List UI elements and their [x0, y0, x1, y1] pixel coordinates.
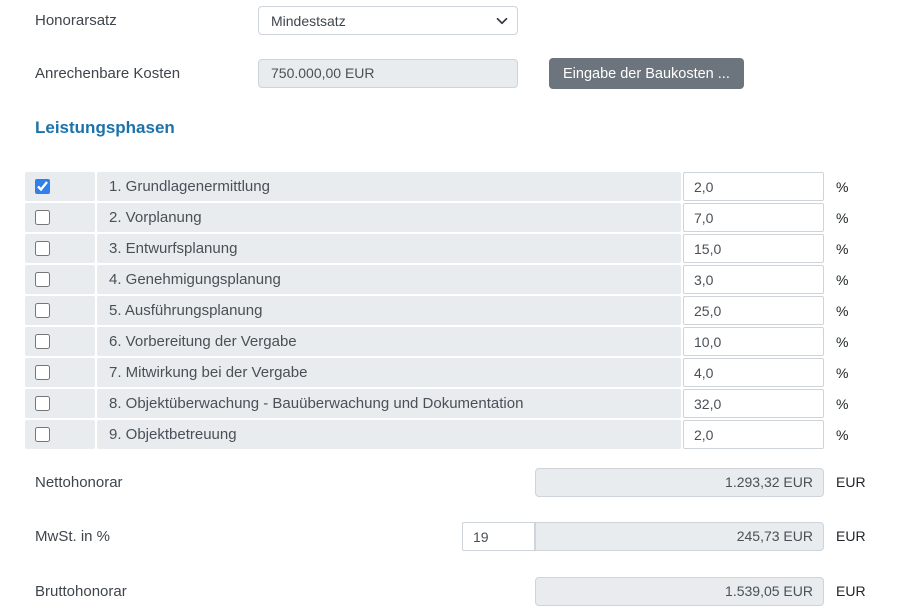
phase-checkbox[interactable] — [35, 179, 50, 194]
phase-label: 7. Mitwirkung bei der Vergabe — [97, 358, 681, 387]
phase-row: 6. Vorbereitung der Vergabe % — [25, 327, 885, 356]
phase-label: 4. Genehmigungsplanung — [97, 265, 681, 294]
phase-label: 9. Objektbetreuung — [97, 420, 681, 449]
phase-percent-input[interactable] — [683, 420, 824, 449]
nettohonorar-label: Nettohonorar — [35, 474, 123, 491]
phase-checkbox[interactable] — [35, 272, 50, 287]
percent-unit: % — [836, 240, 849, 257]
phase-percent-input[interactable] — [683, 296, 824, 325]
phase-row: 8. Objektüberwachung - Bauüberwachung un… — [25, 389, 885, 418]
honorarsatz-select-wrap: Mindestsatz — [258, 6, 518, 35]
phase-checkbox[interactable] — [35, 427, 50, 442]
phase-row: 4. Genehmigungsplanung % — [25, 265, 885, 294]
percent-unit: % — [836, 271, 849, 288]
phase-checkbox-cell — [25, 172, 95, 201]
baukosten-eingabe-button[interactable]: Eingabe der Baukosten ... — [549, 58, 744, 89]
mwst-amount-field: 245,73 EUR — [535, 522, 824, 551]
phase-checkbox[interactable] — [35, 210, 50, 225]
phase-checkbox-cell — [25, 358, 95, 387]
percent-unit: % — [836, 395, 849, 412]
bruttohonorar-field: 1.539,05 EUR — [535, 577, 824, 606]
phase-checkbox-cell — [25, 296, 95, 325]
phase-percent-input[interactable] — [683, 389, 824, 418]
phase-percent-input[interactable] — [683, 234, 824, 263]
nettohonorar-field: 1.293,32 EUR — [535, 468, 824, 497]
phase-percent-input[interactable] — [683, 358, 824, 387]
phase-checkbox[interactable] — [35, 334, 50, 349]
phase-row: 3. Entwurfsplanung % — [25, 234, 885, 263]
percent-unit: % — [836, 178, 849, 195]
phase-percent-input[interactable] — [683, 172, 824, 201]
phase-checkbox[interactable] — [35, 241, 50, 256]
phase-row: 2. Vorplanung % — [25, 203, 885, 232]
mwst-unit: EUR — [836, 528, 866, 544]
phase-row: 7. Mitwirkung bei der Vergabe % — [25, 358, 885, 387]
phase-checkbox-cell — [25, 420, 95, 449]
phase-checkbox-cell — [25, 327, 95, 356]
phase-label: 8. Objektüberwachung - Bauüberwachung un… — [97, 389, 681, 418]
phase-checkbox-cell — [25, 265, 95, 294]
percent-unit: % — [836, 209, 849, 226]
phase-row: 5. Ausführungsplanung % — [25, 296, 885, 325]
phase-checkbox-cell — [25, 234, 95, 263]
phase-checkbox[interactable] — [35, 365, 50, 380]
bruttohonorar-label: Bruttohonorar — [35, 583, 127, 600]
phase-checkbox[interactable] — [35, 396, 50, 411]
leistungsphasen-heading: Leistungsphasen — [35, 118, 175, 137]
mwst-label: MwSt. in % — [35, 528, 111, 545]
honorarsatz-select[interactable]: Mindestsatz — [258, 6, 518, 35]
anrechenbare-kosten-field: 750.000,00 EUR — [258, 59, 518, 88]
percent-unit: % — [836, 364, 849, 381]
percent-unit: % — [836, 302, 849, 319]
phase-checkbox-cell — [25, 389, 95, 418]
percent-unit: % — [836, 333, 849, 350]
phase-label: 1. Grundlagenermittlung — [97, 172, 681, 201]
honorarsatz-label: Honorarsatz — [35, 12, 117, 29]
phase-row: 1. Grundlagenermittlung % — [25, 172, 885, 201]
anrechenbare-kosten-label: Anrechenbare Kosten — [35, 65, 181, 82]
phase-percent-input[interactable] — [683, 265, 824, 294]
percent-unit: % — [836, 426, 849, 443]
phase-label: 3. Entwurfsplanung — [97, 234, 681, 263]
phase-label: 5. Ausführungsplanung — [97, 296, 681, 325]
phase-percent-input[interactable] — [683, 203, 824, 232]
phase-checkbox[interactable] — [35, 303, 50, 318]
mwst-rate-input[interactable] — [462, 522, 535, 551]
phase-label: 6. Vorbereitung der Vergabe — [97, 327, 681, 356]
phase-checkbox-cell — [25, 203, 95, 232]
leistungsphasen-table: 1. Grundlagenermittlung % 2. Vorplanung … — [25, 172, 885, 451]
phase-row: 9. Objektbetreuung % — [25, 420, 885, 449]
bruttohonorar-unit: EUR — [836, 583, 866, 599]
phase-percent-input[interactable] — [683, 327, 824, 356]
nettohonorar-unit: EUR — [836, 474, 866, 490]
phase-label: 2. Vorplanung — [97, 203, 681, 232]
